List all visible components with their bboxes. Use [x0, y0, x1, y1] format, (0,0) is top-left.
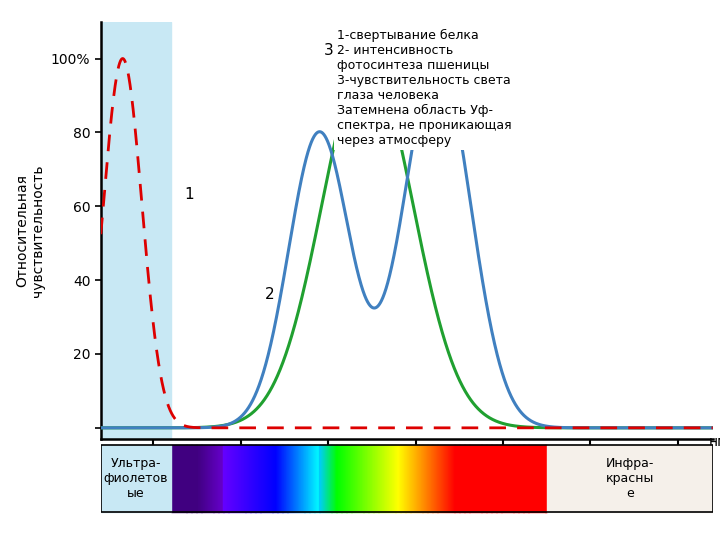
Text: нм: нм — [708, 435, 720, 449]
Bar — [546, 446, 713, 512]
Text: Инфра-
красны
е: Инфра- красны е — [606, 457, 654, 500]
Text: 1: 1 — [184, 187, 194, 202]
Text: 1-свертывание белка
2- интенсивность
фотосинтеза пшеницы
3-чувствительность свет: 1-свертывание белка 2- интенсивность фот… — [337, 29, 511, 147]
Bar — [101, 446, 713, 512]
Text: Ультра-
фиолетов
ые: Ультра- фиолетов ые — [104, 457, 168, 500]
Text: 2: 2 — [265, 287, 275, 301]
Text: 3: 3 — [324, 43, 333, 58]
Bar — [101, 446, 171, 512]
Y-axis label: Относительная
чувствительность: Относительная чувствительность — [15, 164, 45, 296]
Bar — [101, 22, 171, 439]
